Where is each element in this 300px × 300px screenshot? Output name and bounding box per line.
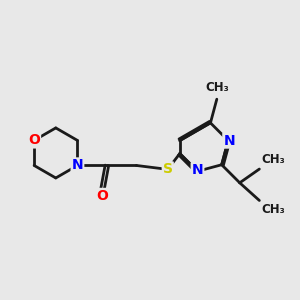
Text: N: N <box>223 134 235 148</box>
Text: CH₃: CH₃ <box>261 153 285 166</box>
Text: N: N <box>72 158 83 172</box>
Text: S: S <box>163 162 173 176</box>
Text: O: O <box>96 189 108 203</box>
Text: O: O <box>28 134 40 147</box>
Text: CH₃: CH₃ <box>205 81 229 94</box>
Text: CH₃: CH₃ <box>261 203 285 216</box>
Text: N: N <box>192 163 203 177</box>
